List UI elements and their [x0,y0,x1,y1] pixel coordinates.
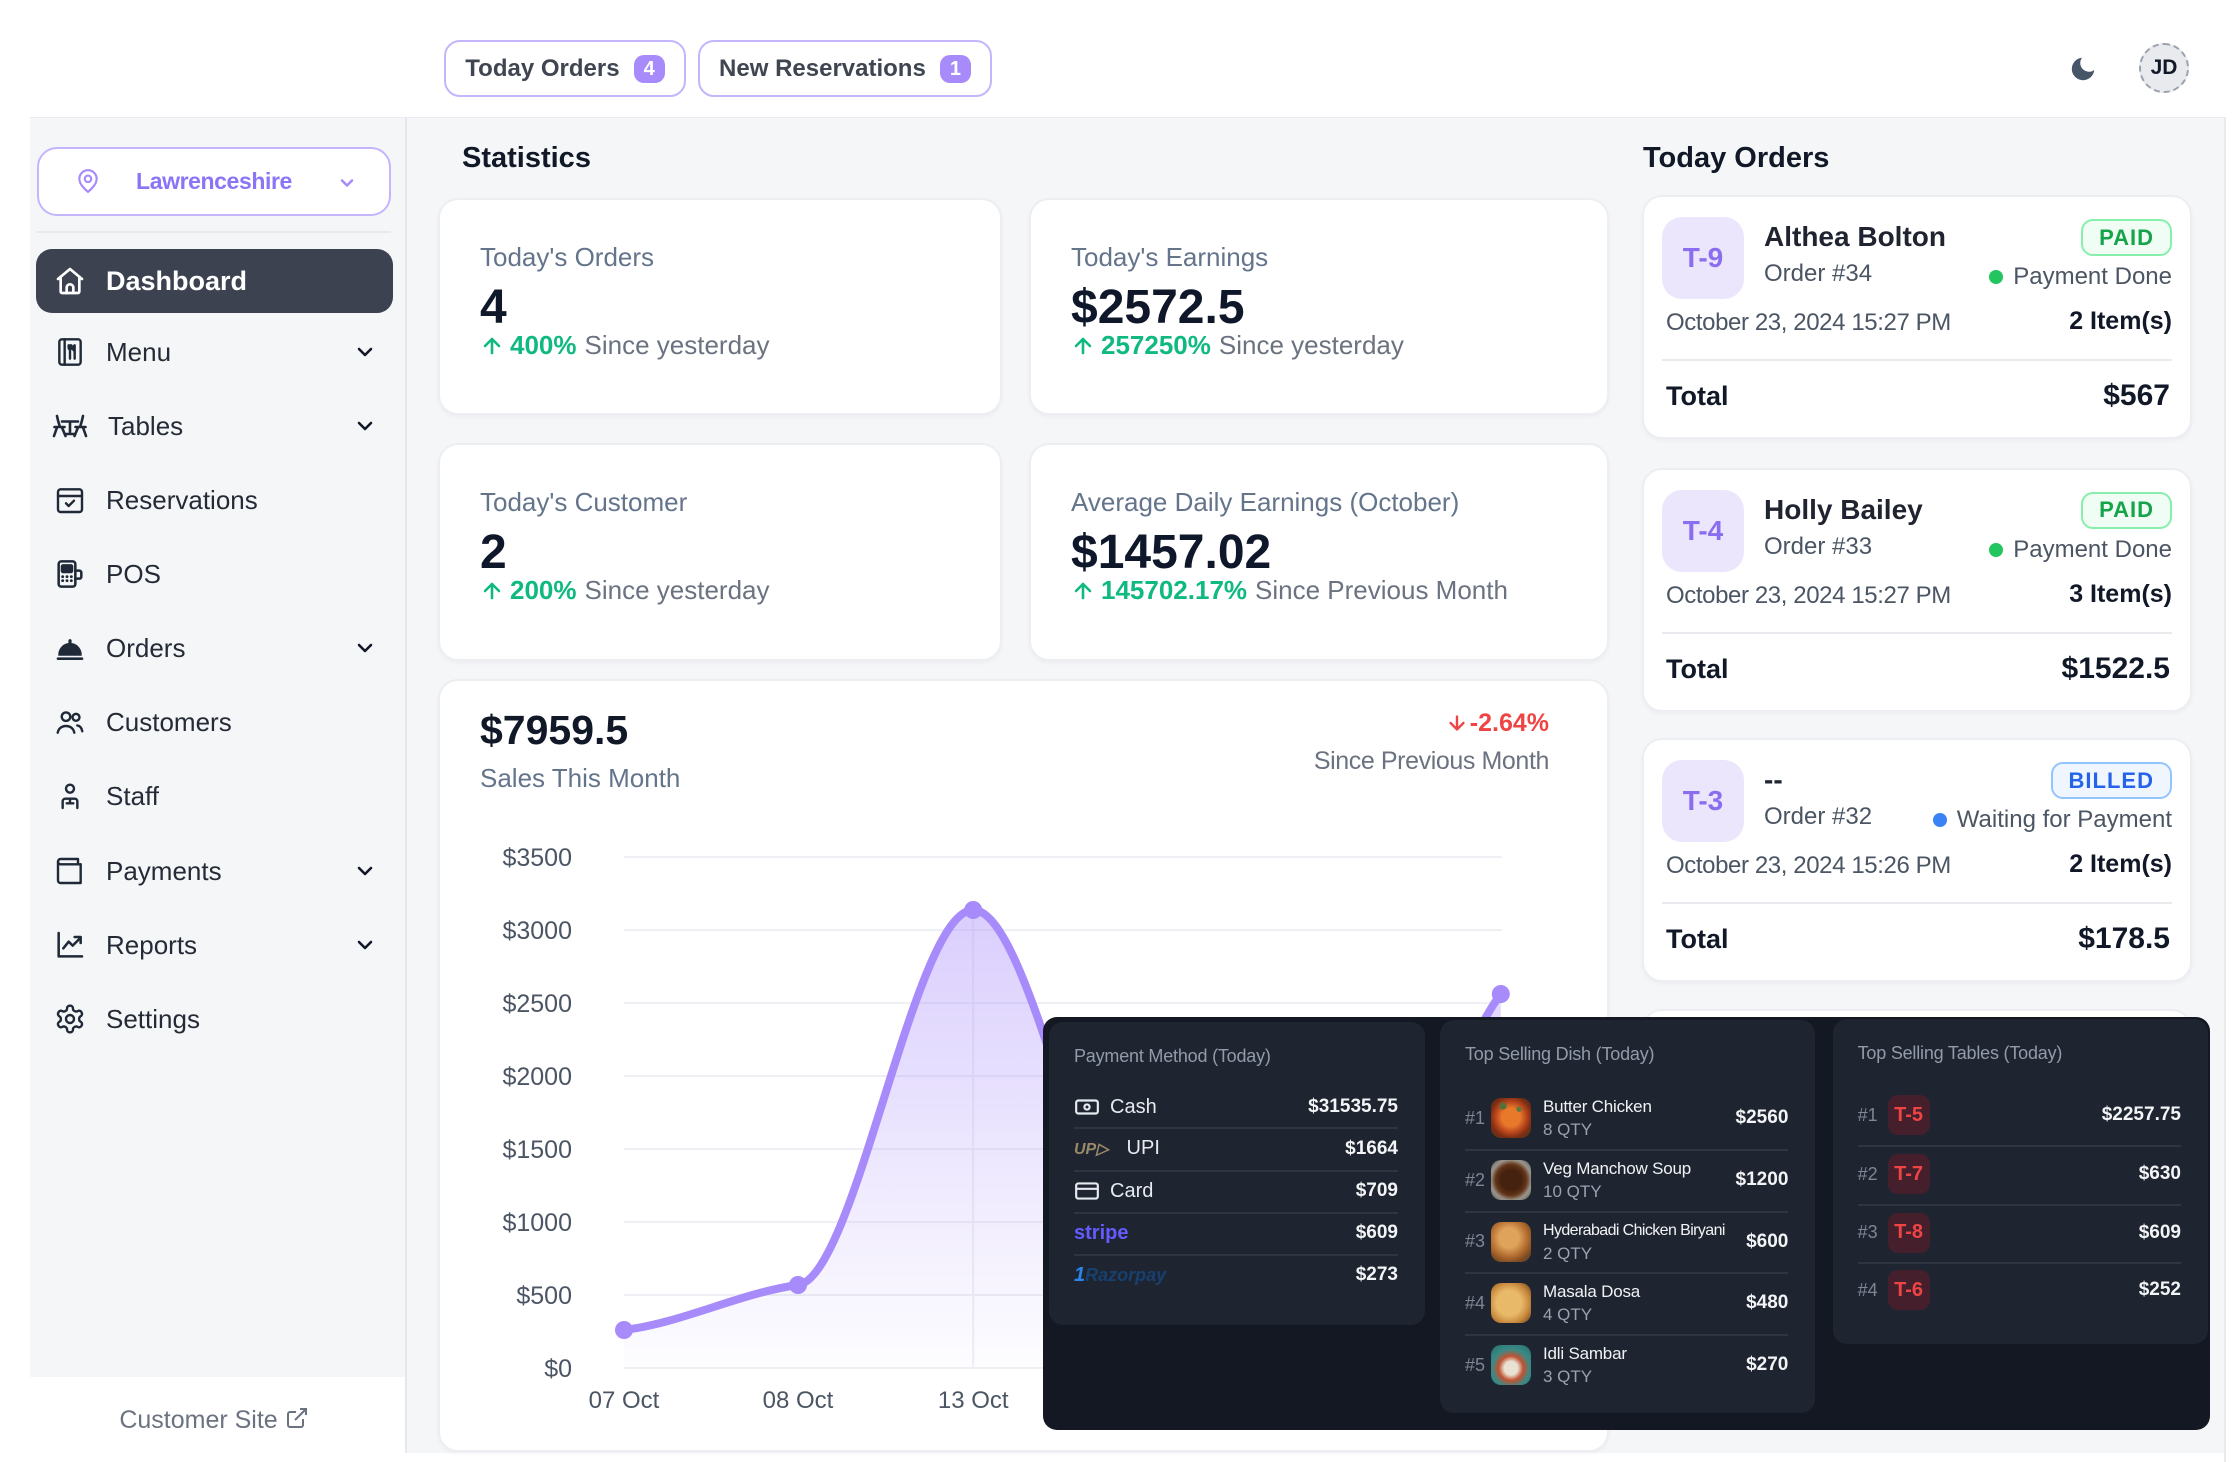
svg-text:$1000: $1000 [502,1209,572,1237]
svg-text:$0: $0 [544,1355,572,1383]
svg-text:$500: $500 [516,1282,572,1310]
svg-text:08 Oct: 08 Oct [763,1387,834,1414]
svg-text:07 Oct: 07 Oct [589,1387,660,1414]
svg-text:13 Oct: 13 Oct [938,1387,1009,1414]
svg-text:$2000: $2000 [502,1063,572,1091]
svg-text:$3000: $3000 [502,917,572,945]
svg-text:$3500: $3500 [502,844,572,872]
svg-text:$1500: $1500 [502,1136,572,1164]
svg-text:$2500: $2500 [502,990,572,1018]
